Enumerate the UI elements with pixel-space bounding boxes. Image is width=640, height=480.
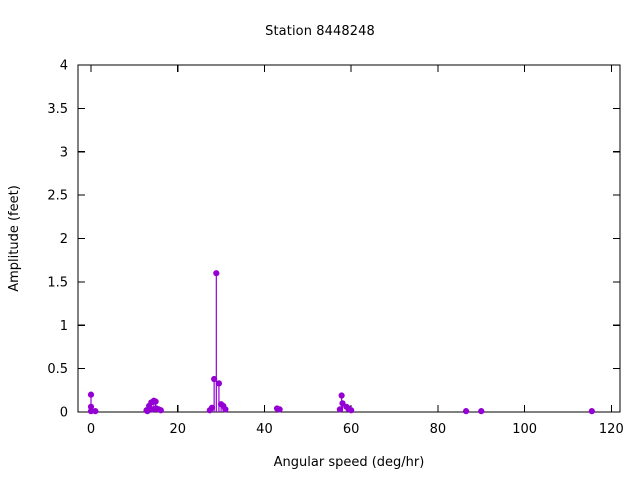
- data-point: [213, 270, 220, 277]
- y-tick-label: 2: [60, 232, 68, 247]
- data-point: [478, 408, 485, 415]
- data-point: [87, 391, 95, 398]
- x-tick-label: 80: [430, 422, 447, 437]
- y-tick-label: 1: [60, 319, 68, 334]
- data-point: [588, 408, 595, 415]
- axis-tick-marks: [78, 64, 620, 413]
- y-tick-label: 1.5: [47, 275, 68, 290]
- x-tick-label: 60: [343, 422, 360, 437]
- data-point: [348, 407, 355, 414]
- data-point: [215, 380, 223, 387]
- data-point: [92, 408, 99, 415]
- data-point: [276, 406, 283, 413]
- data-point: [87, 408, 95, 415]
- data-point: [222, 406, 229, 413]
- data-series-layer: [87, 270, 595, 415]
- x-tick-label: 120: [599, 422, 624, 437]
- x-axis-title: Angular speed (deg/hr): [274, 455, 425, 470]
- plot-frame: [77, 64, 621, 413]
- data-point: [462, 408, 470, 415]
- data-point: [87, 403, 95, 410]
- y-tick-label: 4: [60, 59, 68, 74]
- data-point: [211, 375, 218, 383]
- y-axis-title: Amplitude (feet): [7, 185, 22, 292]
- data-point: [152, 398, 159, 405]
- y-tick-label: 0: [60, 406, 68, 421]
- y-tick-label: 3.5: [47, 102, 68, 117]
- y-tick-label: 3: [60, 145, 68, 160]
- data-point: [338, 392, 345, 399]
- y-tick-label: 0.5: [47, 362, 68, 377]
- data-point: [157, 407, 164, 414]
- y-tick-label: 2.5: [47, 189, 68, 204]
- x-axis-tick-labels: 0 20 40 60 80 100 120: [87, 422, 624, 437]
- x-tick-label: 100: [512, 422, 537, 437]
- chart-title: Station 8448248: [265, 24, 375, 39]
- data-point: [208, 404, 216, 411]
- x-tick-label: 20: [169, 422, 186, 437]
- x-tick-label: 40: [256, 422, 273, 437]
- y-axis-tick-labels: 0 0.5 1 1.5 2 2.5 3 3.5 4: [47, 59, 68, 421]
- x-tick-label: 0: [87, 422, 95, 437]
